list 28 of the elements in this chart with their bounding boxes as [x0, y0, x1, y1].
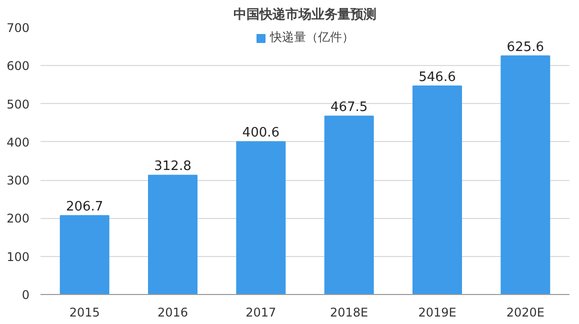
- x-tick-label: 2015: [69, 306, 100, 320]
- data-label: 625.6: [506, 40, 544, 55]
- x-tick-label: 2019E: [418, 306, 456, 320]
- bar: [412, 86, 462, 294]
- bar: [148, 174, 198, 294]
- y-tick-label: 100: [6, 250, 30, 264]
- y-tick-label: 400: [6, 135, 30, 150]
- data-label: 546.6: [418, 70, 456, 86]
- data-label: 467.5: [330, 100, 368, 116]
- y-tick-label: 500: [6, 97, 30, 112]
- bar: [500, 55, 550, 294]
- y-tick-label: 0: [22, 288, 30, 302]
- y-tick-label: 600: [6, 59, 30, 74]
- x-tick-label: 2016: [157, 306, 188, 320]
- chart-title: 中国快递市场业务量预测: [234, 6, 376, 22]
- x-tick-label: 2020E: [506, 306, 544, 320]
- y-tick-label: 700: [6, 21, 30, 35]
- data-label: 400.6: [242, 126, 280, 141]
- data-label: 206.7: [66, 200, 104, 215]
- y-tick-label: 200: [6, 212, 30, 226]
- bar: [236, 141, 286, 294]
- data-label: 312.8: [154, 159, 192, 174]
- x-tick-label: 2018E: [330, 306, 368, 320]
- x-tick-label: 2017: [246, 306, 276, 320]
- legend-label: 快递量（亿件）: [270, 29, 354, 46]
- bar: [60, 215, 110, 294]
- y-tick-label: 300: [6, 174, 30, 188]
- bar: [324, 116, 374, 294]
